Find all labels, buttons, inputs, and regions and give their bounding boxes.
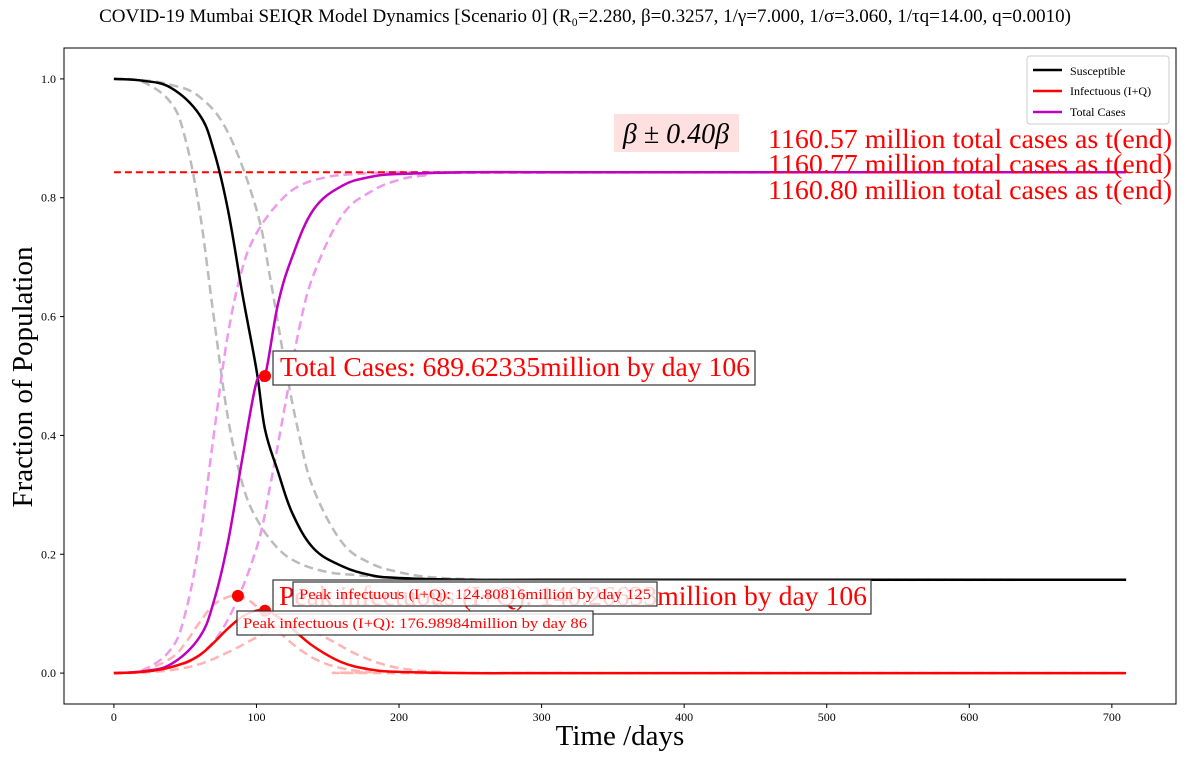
x-axis-label: Time /days bbox=[556, 720, 685, 752]
peak-low-box bbox=[292, 581, 658, 607]
peak-high-annotation: Peak infectuous (I+Q): 176.98984million … bbox=[236, 610, 594, 636]
peak-high-label: Peak infectuous (I+Q): 176.98984million … bbox=[243, 616, 588, 632]
end-total-label-2: 1160.77 million total cases as t(end) bbox=[768, 149, 1172, 179]
end-total-label-1: 1160.57 million total cases as t(end) bbox=[768, 124, 1172, 154]
y-tick-label-0: 0.0 bbox=[41, 666, 56, 680]
y-tick-label-1: 0.2 bbox=[41, 547, 56, 561]
legend-label-infectious: Infectuous (I+Q) bbox=[1070, 84, 1151, 98]
x-tick-label-1: 100 bbox=[247, 710, 265, 724]
x-tick-label-5: 500 bbox=[818, 710, 836, 724]
total-cases-box bbox=[272, 350, 756, 386]
beta-band-text: β ± 0.40β bbox=[622, 119, 729, 150]
x-tick-label-2: 200 bbox=[390, 710, 408, 724]
peak-marker-1 bbox=[231, 589, 244, 602]
peak-low-annotation: Peak infectuous (I+Q): 124.80816million … bbox=[292, 581, 658, 607]
axis-ticks: 0 100 200 300 400 500 600 700 0.0 0.2 0.4 0.6 0.8 1.0 bbox=[41, 72, 1121, 724]
beta-band-box bbox=[614, 114, 739, 152]
y-tick-label-2: 0.4 bbox=[41, 428, 56, 442]
peak-high-box bbox=[236, 610, 594, 636]
legend: Susceptible Infectuous (I+Q) Total Cases bbox=[1026, 55, 1170, 125]
y-axis-label: Fraction of Population bbox=[7, 246, 39, 507]
total-cases-annotation: Total Cases: 689.62335million by day 106 bbox=[272, 350, 756, 386]
x-tick-label-4: 400 bbox=[675, 710, 693, 724]
y-tick-label-3: 0.6 bbox=[41, 310, 56, 324]
legend-box bbox=[1026, 55, 1170, 125]
beta-band-annotation: β ± 0.40β bbox=[614, 114, 739, 152]
peak-marker-0 bbox=[259, 370, 272, 382]
series-line-infectuous-i-q bbox=[113, 608, 1127, 675]
y-tick-label-5: 1.0 bbox=[41, 72, 56, 86]
legend-label-total: Total Cases bbox=[1070, 105, 1126, 119]
x-tick-label-3: 300 bbox=[533, 710, 551, 724]
y-tick-label-4: 0.8 bbox=[41, 191, 56, 205]
x-tick-label-7: 700 bbox=[1103, 710, 1121, 724]
legend-label-susceptible: Susceptible bbox=[1070, 64, 1125, 78]
x-tick-label-0: 0 bbox=[111, 710, 117, 724]
series-line-total-cases bbox=[113, 170, 1127, 675]
chart-title: COVID-19 Mumbai SEIQR Model Dynamics [Sc… bbox=[99, 6, 1071, 27]
x-tick-label-6: 600 bbox=[960, 710, 978, 724]
series-line-total-cases-high bbox=[113, 170, 1127, 675]
total-cases-label: Total Cases: 689.62335million by day 106 bbox=[280, 352, 750, 382]
peak-low-label: Peak infectuous (I+Q): 124.80816million … bbox=[299, 587, 651, 603]
end-total-label-3: 1160.80 million total cases as t(end) bbox=[768, 175, 1172, 205]
series-line-susceptible-low bbox=[113, 77, 1127, 582]
